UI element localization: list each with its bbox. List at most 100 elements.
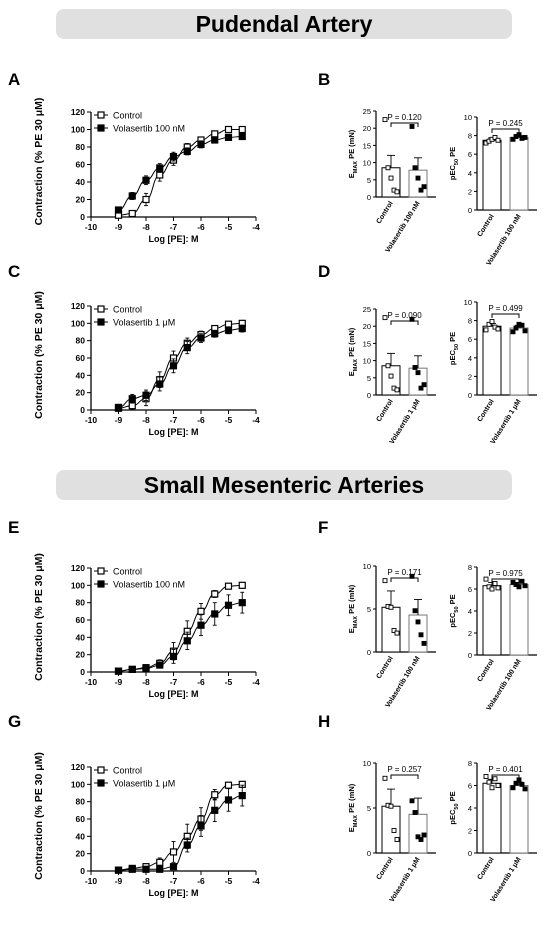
y-tick-label: 15 bbox=[363, 339, 371, 348]
x-tick-label: -4 bbox=[252, 415, 260, 425]
data-point-open bbox=[128, 402, 136, 410]
data-point-filled bbox=[114, 403, 123, 411]
data-point-filled bbox=[211, 806, 219, 814]
y-tick-label: 60 bbox=[76, 353, 86, 363]
y-tick-label: 5 bbox=[367, 374, 371, 383]
data-point-open bbox=[492, 581, 498, 586]
y-tick-label: 0 bbox=[367, 648, 371, 657]
legend-label: Control bbox=[113, 567, 142, 577]
data-point-open bbox=[224, 320, 233, 328]
bar-treated bbox=[509, 327, 529, 396]
y-axis-title: pEC50 PE bbox=[448, 332, 460, 365]
y-tick-label: 80 bbox=[76, 142, 86, 152]
x-tick-label: -6 bbox=[197, 415, 205, 425]
y-tick-label: 4 bbox=[468, 169, 472, 178]
y-tick-label: 60 bbox=[76, 160, 86, 170]
bar-control bbox=[482, 585, 502, 656]
y-tick-label: 6 bbox=[468, 150, 472, 159]
x-tick-label: -8 bbox=[142, 415, 150, 425]
data-point-filled bbox=[128, 395, 136, 403]
y-axis-title: Contraction (% PE 30 μM) bbox=[33, 553, 45, 681]
y-tick-label: 120 bbox=[71, 762, 85, 772]
p-value-label: P = 0.257 bbox=[387, 765, 422, 774]
category-label: Volasertib 1 μM bbox=[490, 856, 523, 903]
data-point-filled bbox=[197, 334, 205, 342]
data-point-filled bbox=[197, 140, 205, 148]
section-title-mesenteric: Small Mesenteric Arteries bbox=[56, 470, 512, 500]
x-tick-label: -7 bbox=[170, 222, 178, 232]
y-tick-label: 0 bbox=[80, 212, 85, 222]
significance-bracket bbox=[491, 313, 520, 318]
y-axis-title: Contraction (% PE 30 μM) bbox=[33, 752, 45, 880]
y-tick-label: 100 bbox=[71, 125, 85, 135]
y-tick-label: 120 bbox=[71, 301, 85, 311]
data-point-open bbox=[394, 630, 400, 636]
x-tick-label: -5 bbox=[225, 677, 233, 687]
significance-bracket bbox=[390, 774, 419, 779]
data-point-filled bbox=[522, 135, 528, 140]
data-point-filled bbox=[183, 147, 191, 155]
data-point-open bbox=[394, 837, 400, 842]
x-tick-label: -8 bbox=[142, 222, 150, 232]
y-tick-label: 0 bbox=[468, 651, 472, 660]
data-point-filled bbox=[211, 136, 219, 144]
y-tick-label: 4 bbox=[468, 804, 472, 813]
data-point-filled bbox=[421, 382, 427, 388]
data-point-open bbox=[385, 363, 391, 369]
data-point-filled bbox=[156, 661, 164, 669]
y-tick-label: 5 bbox=[367, 176, 371, 185]
legend-label: Volasertib 1 μM bbox=[113, 318, 175, 328]
category-label: Control bbox=[477, 856, 496, 881]
y-tick-label: 0 bbox=[80, 667, 85, 677]
significance-bracket bbox=[491, 578, 520, 583]
data-point-filled bbox=[238, 599, 246, 607]
x-tick-label: -10 bbox=[85, 222, 98, 232]
y-tick-label: 2 bbox=[468, 372, 472, 381]
x-axis-title: Log [PE]: M bbox=[149, 689, 199, 699]
category-label: Volasertib 1 μM bbox=[389, 398, 422, 445]
data-point-open bbox=[382, 775, 388, 781]
y-tick-label: 4 bbox=[468, 607, 472, 616]
data-point-open bbox=[128, 209, 136, 218]
category-label: Control bbox=[477, 213, 496, 238]
y-tick-label: 0 bbox=[367, 391, 371, 400]
y-axis-title: EMAX PE (mN) bbox=[347, 327, 359, 376]
x-tick-label: -9 bbox=[115, 415, 123, 425]
y-tick-label: 2 bbox=[468, 827, 472, 836]
data-point-open bbox=[388, 604, 394, 610]
y-axis-title: pEC50 PE bbox=[448, 147, 460, 180]
series-curve-control bbox=[118, 322, 243, 409]
y-tick-label: 40 bbox=[76, 370, 86, 380]
data-point-filled bbox=[156, 164, 164, 172]
data-point-open bbox=[391, 628, 397, 633]
legend-label: Volasertib 1 μM bbox=[113, 779, 175, 789]
category-label: Control bbox=[376, 856, 395, 881]
data-point-open bbox=[495, 783, 501, 788]
data-point-open bbox=[388, 373, 394, 379]
bar-treated bbox=[509, 136, 529, 211]
bar-treated bbox=[509, 785, 529, 854]
bar-control bbox=[381, 805, 401, 854]
data-point-open bbox=[394, 189, 400, 195]
bar-control bbox=[482, 782, 502, 854]
data-point-filled bbox=[415, 175, 421, 181]
significance-bracket bbox=[491, 774, 520, 779]
data-point-filled bbox=[415, 834, 421, 840]
y-tick-label: 10 bbox=[363, 562, 371, 571]
legend-marker bbox=[97, 305, 105, 313]
y-tick-label: 0 bbox=[468, 391, 472, 400]
bar-treated bbox=[408, 169, 428, 198]
y-tick-label: 10 bbox=[464, 298, 472, 307]
data-point-filled bbox=[169, 863, 178, 871]
series-curve-treated bbox=[118, 602, 243, 672]
data-point-filled bbox=[415, 370, 421, 376]
x-axis-title: Log [PE]: M bbox=[149, 427, 199, 437]
data-point-filled bbox=[142, 391, 150, 399]
y-axis-title: EMAX PE (mN) bbox=[347, 783, 359, 832]
data-point-filled bbox=[142, 664, 150, 673]
legend-marker bbox=[97, 567, 105, 575]
x-tick-label: -10 bbox=[85, 876, 98, 886]
panel-label-g: G bbox=[8, 712, 22, 731]
legend-label: Volasertib 100 nM bbox=[113, 580, 185, 590]
bar-control bbox=[381, 606, 401, 653]
